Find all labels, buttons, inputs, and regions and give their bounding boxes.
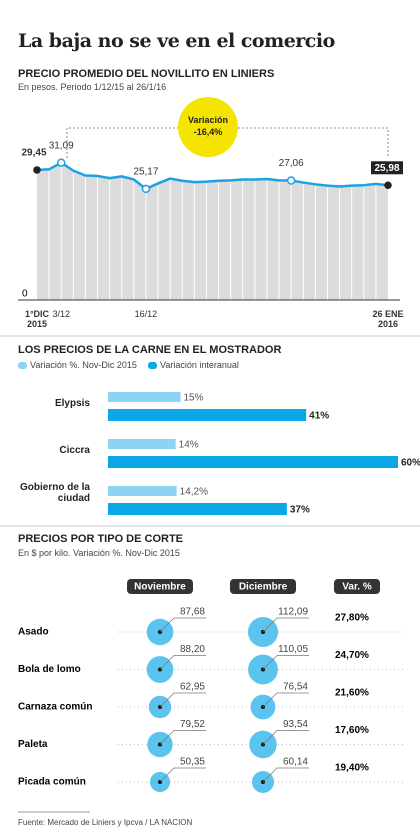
x-tick-label: 16/12 [134,309,158,319]
leader [262,617,309,633]
value-label: 93,54 [283,719,308,730]
column-header: Noviembre [134,582,186,593]
value-label: 110,05 [278,644,308,655]
bar [108,503,287,515]
category-label: Gobierno de la ciudad [19,482,90,504]
value-label: 14% [179,440,199,451]
column-header: Var. % [342,582,372,593]
variation-badge [178,97,238,157]
bar [108,486,177,496]
variation-value: 27,80% [335,613,369,624]
value-label: 79,52 [180,719,205,730]
y-tick-label: 0 [22,289,28,300]
value-label: 50,35 [180,757,205,768]
leader [262,692,309,708]
legend-label: Variación interanual [160,360,239,370]
x-tick-label: 3/12 [52,309,70,319]
bar [108,456,398,468]
chart-subtitle: En pesos. Periodo 1/12/15 al 26/1/16 [18,82,167,92]
x-tick-label: 1°DIC 2015 [24,309,50,329]
point [33,166,41,174]
category-label: Ciccra [59,445,90,456]
value-label: 41% [309,411,329,422]
leader [159,730,206,745]
leader [262,767,309,783]
bracket [66,127,389,158]
point [141,184,151,194]
column-header-bg [127,579,193,594]
variation-value: 19,40% [335,763,369,774]
value-label: 88,20 [180,644,205,655]
point [384,181,392,190]
leader [159,692,206,708]
legend-swatch [18,362,27,369]
chart-title: PRECIO PROMEDIO DEL NOVILLITO EN LINIERS [18,68,275,80]
value-label: 37% [290,505,310,516]
category-label: Elypsis [54,398,90,409]
variation-value: 21,60% [335,688,369,699]
leader [262,730,309,745]
leader [159,655,206,670]
row-label: Paleta [18,739,48,750]
value-label: 87,68 [180,607,205,618]
value-label: 60,14 [283,757,308,768]
column-header: Diciembre [239,582,288,593]
line [36,161,389,191]
bar [108,439,176,449]
variation-value: 24,70% [335,650,369,661]
value-label: 112,09 [278,607,308,618]
source: Fuente: Mercado de Liniers y Ipcva / LA … [18,818,193,827]
value-label: 15% [184,393,204,404]
leader [159,617,206,633]
column-header-bg [334,579,380,594]
value-label: 60% [401,458,420,469]
leader [159,767,206,783]
legend-swatch [148,362,157,369]
value-label: 27,06 [279,158,304,169]
row-label: Carnaza común [18,702,92,713]
column-header-bg [230,579,296,594]
chart-subtitle: En $ por kilo. Variación %. Nov-Dic 2015 [18,548,180,558]
label-box [371,161,403,175]
point [286,176,296,185]
annotation: -16,4% [193,127,223,137]
point [56,158,66,167]
page-title: La baja no se ve en el comercio [18,30,335,52]
value-label: 29,45 [21,148,46,159]
bar [108,409,307,421]
value-label: 25,98 [374,163,399,174]
chart-title: PRECIOS POR TIPO DE CORTE [18,533,184,545]
value-label: 62,95 [180,682,205,693]
annotation: Variación [187,115,229,125]
row-label: Asado [18,627,49,638]
row-label: Picada común [18,777,86,788]
leader [262,655,309,670]
value-label: 31,09 [49,140,74,151]
area [37,162,388,300]
value-label: 25,17 [133,167,158,178]
legend-label: Variación %. Nov-Dic 2015 [30,360,137,370]
variation-value: 17,60% [335,725,369,736]
bar [108,392,181,402]
x-tick-label: 26 ENE 2016 [372,309,404,329]
chart-title: LOS PRECIOS DE LA CARNE EN EL MOSTRADOR [18,344,282,356]
row-label: Bola de lomo [18,664,81,675]
value-label: 14,2% [180,487,208,498]
value-label: 76,54 [283,682,308,693]
